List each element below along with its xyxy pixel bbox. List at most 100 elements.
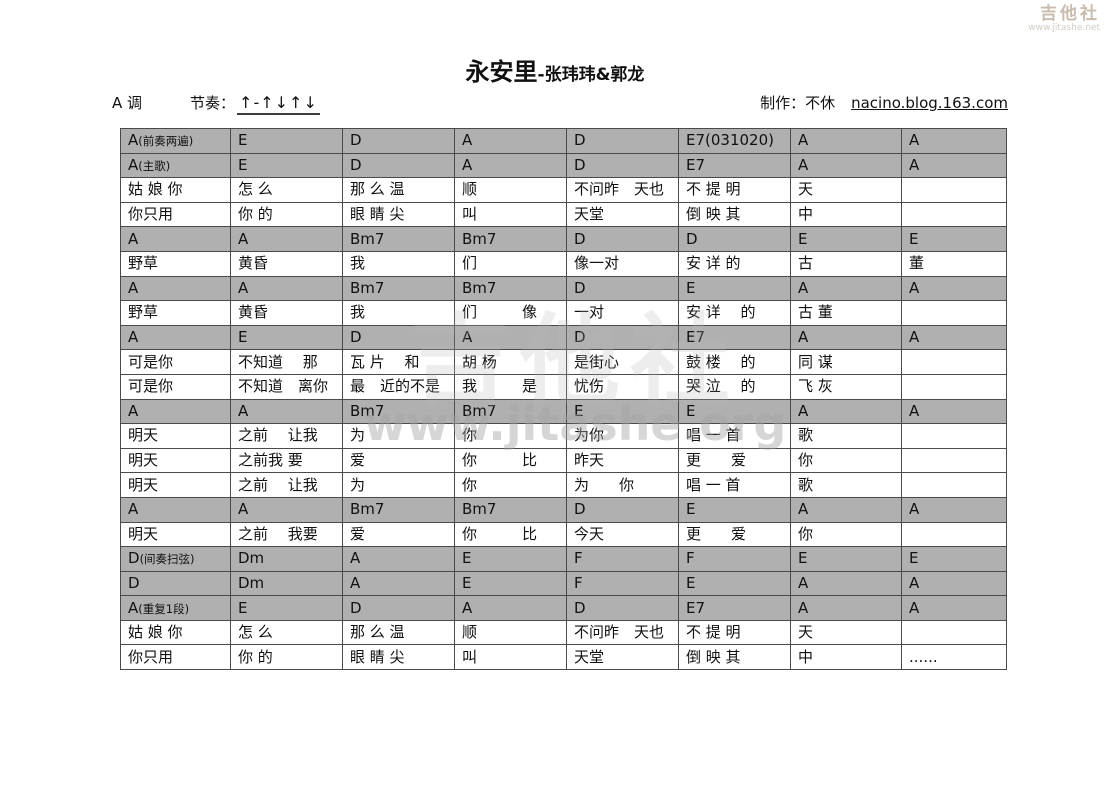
chord-cell: A <box>790 324 902 351</box>
lyric-cell: 歌 <box>790 423 902 449</box>
site-logo-text: 吉他社 <box>1040 4 1100 24</box>
chord-cell: A <box>901 152 1007 179</box>
lyric-cell: 是街心 <box>566 349 679 375</box>
chord-cell: Bm7 <box>454 398 567 425</box>
lyric-cell: 今天 <box>566 521 679 548</box>
lyric-cell: 安 详 的 <box>678 250 791 277</box>
chord-cell: A <box>342 570 455 597</box>
chord-cell: A <box>230 226 343 252</box>
chord-cell: A <box>120 324 231 351</box>
site-logo-url: www.jitashe.net <box>1028 22 1100 33</box>
lyric-cell <box>901 201 1007 228</box>
sheet-row-lyrics: 明天 之前 让我为你为 你唱 一 首歌 <box>120 472 1007 498</box>
lyric-cell: 飞 灰 <box>790 373 902 400</box>
chord-cell: Bm7 <box>454 275 567 302</box>
lyric-cell: 瓦 片 和 <box>342 349 455 375</box>
chord-cell: A <box>901 275 1007 302</box>
lyric-cell: 天 <box>790 619 902 646</box>
lyric-cell <box>901 521 1007 548</box>
sheet-row-lyrics: 明天 之前 我要爱你 比今天更 爱你 <box>120 521 1007 548</box>
lyric-cell: 之前我 要 <box>230 447 343 474</box>
lyric-cell: 明天 <box>120 521 231 548</box>
lyric-cell: 鼓 楼 的 <box>678 349 791 375</box>
chord-cell: A <box>454 152 567 179</box>
chord-cell: E <box>790 226 902 252</box>
sheet-row-chords: A A Bm7 Bm7 D E A A <box>120 496 1007 523</box>
sheet-row-chords: A A Bm7 Bm7 D D E E <box>120 226 1007 252</box>
lyric-cell: 你 <box>790 521 902 548</box>
lyric-cell: 中 <box>790 644 902 671</box>
lyric-cell: 你 的 <box>230 201 343 228</box>
lyric-cell: 可是你 <box>120 373 231 400</box>
lyric-cell: 野草 <box>120 250 231 277</box>
chord-cell: Dm <box>230 570 343 597</box>
lyric-cell: 一对 <box>566 300 679 326</box>
lyric-cell: 们 <box>454 250 567 277</box>
lyric-cell: 你只用 <box>120 644 231 671</box>
lyric-cell: 为 <box>342 472 455 498</box>
sheet-row-chords: A A Bm7 Bm7 D E A A <box>120 275 1007 302</box>
chord-cell: A <box>790 595 902 621</box>
chord-cell: A <box>120 275 231 302</box>
chord-cell: E7 <box>678 595 791 621</box>
lyric-cell: 黄昏 <box>230 250 343 277</box>
lyric-cell: 不 提 明 <box>678 177 791 203</box>
lyric-cell: 黄昏 <box>230 300 343 326</box>
chord-cell: E7 <box>678 152 791 179</box>
lyric-cell: 更 爱 <box>678 447 791 474</box>
chord-cell: A <box>901 595 1007 621</box>
song-key: A 调 <box>112 94 143 112</box>
chord-cell: E7 <box>678 324 791 351</box>
chord-cell: A <box>790 570 902 597</box>
lyric-cell: 唱 一 首 <box>678 472 791 498</box>
lyric-cell: 不 提 明 <box>678 619 791 646</box>
sheet-row-chords: D Dm A E F E A A <box>120 570 1007 597</box>
lyric-cell: 爱 <box>342 447 455 474</box>
chord-cell: D <box>342 128 455 154</box>
chord-cell: E <box>230 595 343 621</box>
chord-cell: D <box>120 570 231 597</box>
chord-lyrics-table: A(前奏两遍) E D A D E7(031020) A A A(主歌) E D A D E7 A A 姑 娘 … <box>120 128 1007 671</box>
sheet-row-lyrics: 姑 娘 你怎 么那 么 温顺不问昨 天也不 提 明天 <box>120 619 1007 646</box>
lyric-cell: 胡 杨 <box>454 349 567 375</box>
chord-cell: E <box>678 570 791 597</box>
lyric-cell: 同 谋 <box>790 349 902 375</box>
sheet-row-lyrics: 你只用你 的眼 睛 尖叫天堂倒 映 其中 <box>120 201 1007 228</box>
site-logo: 吉他社 www.jitashe.net <box>1028 4 1100 33</box>
chord-cell: F <box>678 546 791 572</box>
chord-cell: E <box>230 152 343 179</box>
lyric-cell: 倒 映 其 <box>678 644 791 671</box>
lyric-cell: 安 详 的 <box>678 300 791 326</box>
lyric-cell: 歌 <box>790 472 902 498</box>
artist-name: -张玮玮&郭龙 <box>537 65 645 85</box>
lyric-cell: 眼 睛 尖 <box>342 201 455 228</box>
lyric-cell: 古 董 <box>790 300 902 326</box>
chord-cell: Bm7 <box>454 496 567 523</box>
meta-left: A 调 节奏： ↑-↑↓↑↓ <box>112 92 320 115</box>
lyric-cell: 怎 么 <box>230 177 343 203</box>
maker-blog-link[interactable]: nacino.blog.163.com <box>851 94 1008 112</box>
lyric-cell: 眼 睛 尖 <box>342 644 455 671</box>
sheet-row-lyrics: 可是你 不知道 那瓦 片 和胡 杨是街心鼓 楼 的同 谋 <box>120 349 1007 375</box>
sheet-row-lyrics: 可是你 不知道 离你最 近的不是我 是忧伤哭 泣 的飞 灰 <box>120 373 1007 400</box>
lyric-cell: 叫 <box>454 644 567 671</box>
lyric-cell: 更 爱 <box>678 521 791 548</box>
chord-cell: Bm7 <box>342 496 455 523</box>
lyric-cell: 顺 <box>454 619 567 646</box>
lyric-cell: ...... <box>901 644 1007 671</box>
chord-cell: E <box>790 546 902 572</box>
lyric-cell: 不问昨 天也 <box>566 619 679 646</box>
lyric-cell: 姑 娘 你 <box>120 177 231 203</box>
chord-cell: A <box>230 398 343 425</box>
chord-cell: D(间奏扫弦) <box>120 546 231 572</box>
chord-cell: E <box>901 546 1007 572</box>
lyric-cell: 中 <box>790 201 902 228</box>
chord-cell: A(主歌) <box>120 152 231 179</box>
lyric-cell <box>901 423 1007 449</box>
lyric-cell <box>901 177 1007 203</box>
sheet-row-chords: D(间奏扫弦) Dm A E F F E E <box>120 546 1007 572</box>
sheet-row-chords: A(前奏两遍) E D A D E7(031020) A A <box>120 128 1007 154</box>
sheet-row-lyrics: 明天 之前 让我为你为你唱 一 首歌 <box>120 423 1007 449</box>
chord-cell: A <box>342 546 455 572</box>
sheet-row-lyrics: 野草 黄昏我们 像一对安 详 的古 董 <box>120 300 1007 326</box>
